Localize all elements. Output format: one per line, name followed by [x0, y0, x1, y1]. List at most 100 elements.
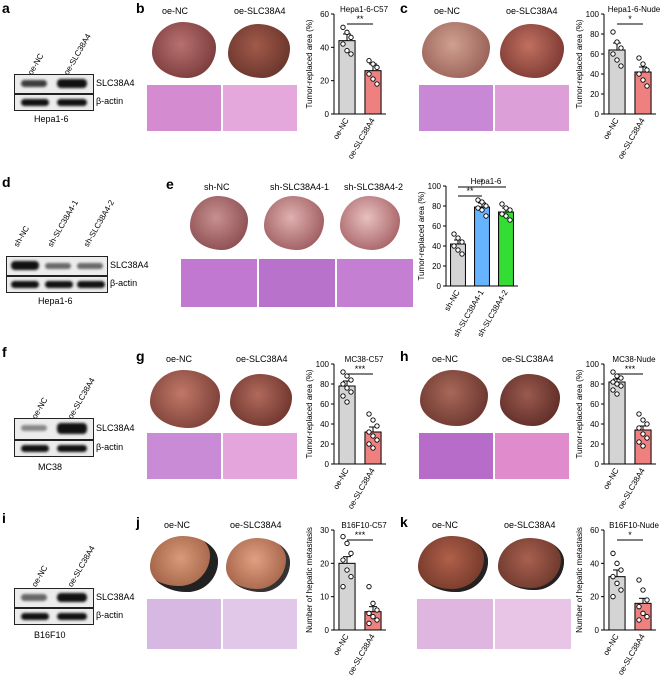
band-label: β-actin: [110, 278, 138, 288]
sig-label: ***: [355, 530, 366, 540]
data-point: [483, 213, 489, 219]
panel-label-d: d: [2, 174, 11, 190]
y-tick-label: 20: [320, 440, 329, 449]
y-tick-label: 60: [432, 222, 441, 231]
data-point: [499, 211, 505, 217]
data-point: [370, 61, 376, 67]
panel-label-k: k: [400, 514, 408, 530]
y-axis-label: Tumor-replaced area (%): [575, 19, 584, 108]
data-point: [618, 383, 624, 389]
data-point: [374, 64, 380, 70]
sig-label: **: [356, 14, 364, 24]
sig-label: *: [628, 530, 632, 540]
data-point: [614, 391, 620, 397]
data-point: [348, 377, 354, 383]
data-point: [370, 417, 376, 423]
liver-photo: [422, 22, 490, 78]
group-label: sh-NC: [204, 182, 230, 192]
y-tick-label: 60: [590, 526, 599, 535]
data-point: [618, 587, 624, 593]
data-point: [618, 63, 624, 69]
group-label: oe-NC: [432, 354, 459, 364]
y-tick-label: 80: [320, 380, 329, 389]
cell-line-label: B16F10: [34, 630, 66, 640]
data-point: [636, 604, 642, 610]
sig-label: **: [466, 186, 474, 196]
data-point: [614, 39, 620, 45]
data-point: [370, 614, 376, 620]
y-tick-label: 0: [325, 460, 330, 469]
he-stain-image: [222, 432, 298, 480]
y-axis-label: Tumor-replaced area (%): [417, 191, 426, 280]
data-point: [366, 620, 372, 626]
data-point: [366, 411, 372, 417]
y-tick-label: 100: [316, 360, 330, 369]
chart-title: Hepa1-6-C57: [340, 5, 389, 14]
data-point: [344, 399, 350, 405]
band-label: SLC38A4: [96, 423, 135, 433]
data-point: [636, 439, 642, 445]
group-label: oe-NC: [162, 6, 189, 16]
data-point: [340, 24, 346, 30]
data-point: [610, 29, 616, 35]
western-blot-actin: [6, 276, 108, 293]
data-point: [644, 614, 650, 620]
bar: [474, 206, 490, 287]
data-point: [636, 411, 642, 417]
he-stain-image: [258, 258, 336, 308]
y-axis-label: Number of hepatic metastasis: [305, 527, 314, 633]
data-point: [374, 81, 380, 87]
he-stain-image: [222, 598, 298, 650]
data-point: [618, 45, 624, 51]
y-tick-label: 20: [320, 559, 329, 568]
y-tick-label: 0: [595, 110, 600, 119]
panel-label-h: h: [400, 348, 409, 364]
group-label: sh-SLC38A4-2: [344, 182, 404, 192]
x-tick-label: oe-NC: [601, 466, 620, 491]
sig-label: ***: [625, 364, 636, 374]
western-blot-actin: [14, 608, 94, 625]
data-point: [640, 417, 646, 423]
data-point: [610, 51, 616, 57]
y-tick-label: 0: [595, 626, 600, 635]
data-point: [483, 203, 489, 209]
data-point: [374, 437, 380, 443]
he-stain-image: [494, 598, 572, 650]
data-point: [636, 577, 642, 583]
y-tick-label: 20: [590, 593, 599, 602]
data-point: [475, 197, 481, 203]
panel-label-a: a: [2, 0, 10, 16]
data-point: [644, 67, 650, 73]
liver-photo: [150, 370, 220, 428]
data-point: [374, 617, 380, 623]
x-tick-label: oe-SLC38A4: [346, 632, 377, 677]
data-point: [499, 201, 505, 207]
data-point: [340, 557, 346, 563]
he-stain-image: [494, 432, 570, 480]
cell-line-label: Hepa1-6: [38, 296, 73, 306]
data-point: [366, 429, 372, 435]
x-tick-label: oe-NC: [601, 116, 620, 141]
y-tick-label: 10: [320, 593, 329, 602]
group-label: sh-SLC38A4-1: [270, 182, 330, 192]
data-point: [640, 587, 646, 593]
panel-label-e: e: [166, 176, 174, 192]
y-axis-label: Tumor-replaced area (%): [575, 369, 584, 458]
liver-photo: [498, 538, 564, 590]
y-tick-label: 100: [428, 182, 442, 191]
y-tick-label: 80: [432, 202, 441, 211]
data-point: [374, 423, 380, 429]
y-tick-label: 0: [437, 282, 442, 291]
y-axis-label: Number of hepatic metastasis: [575, 527, 584, 633]
band-label: β-actin: [96, 610, 124, 620]
x-tick-label: oe-SLC38A4: [346, 116, 377, 161]
y-tick-label: 20: [320, 77, 329, 86]
data-point: [344, 385, 350, 391]
data-point: [370, 76, 376, 82]
data-point: [344, 567, 350, 573]
y-tick-label: 40: [320, 420, 329, 429]
x-tick-label: oe-SLC38A4: [616, 116, 647, 161]
y-tick-label: 0: [325, 110, 330, 119]
cell-line-label: MC38: [38, 462, 63, 472]
data-point: [610, 369, 616, 375]
